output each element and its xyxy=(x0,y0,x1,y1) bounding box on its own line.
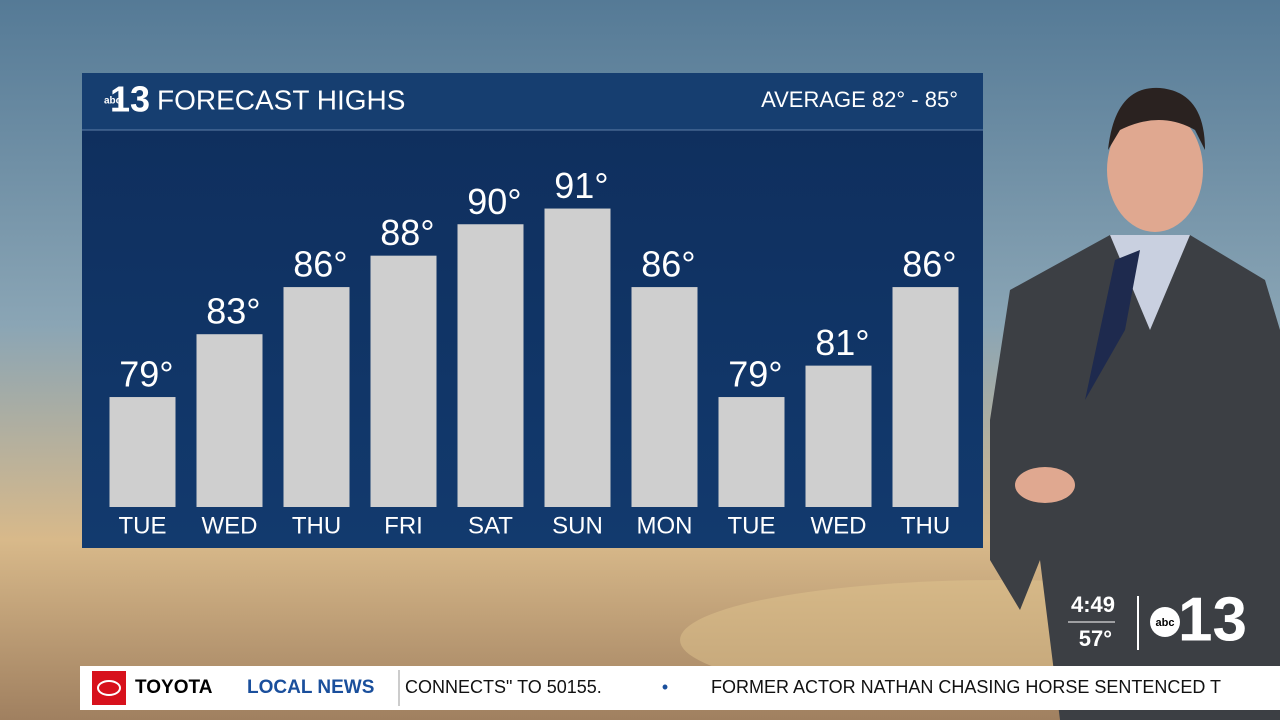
logo-channel: 13 xyxy=(110,79,150,120)
bar xyxy=(892,287,959,507)
bar xyxy=(544,208,611,507)
ticker-item: CONNECTS" TO 50155. xyxy=(405,677,602,697)
bar xyxy=(631,287,698,507)
value-label: 88° xyxy=(380,212,434,253)
value-label: 91° xyxy=(554,165,608,206)
bug-channel: 13 xyxy=(1178,585,1247,654)
logo-network: abc xyxy=(104,96,122,107)
chart-header xyxy=(82,73,983,130)
ticker-item: FORMER ACTOR NATHAN CHASING HORSE SENTEN… xyxy=(711,677,1221,697)
x-tick-label: WED xyxy=(202,512,258,539)
x-tick-label: MON xyxy=(637,512,693,539)
bar xyxy=(109,397,176,507)
value-label: 86° xyxy=(902,244,956,285)
presenter xyxy=(990,87,1280,720)
ticker-sponsor: TOYOTA xyxy=(135,677,213,698)
bar xyxy=(196,334,263,507)
chart-subtitle: AVERAGE 82° - 85° xyxy=(761,87,958,112)
bar xyxy=(805,365,872,507)
clock-time: 4:49 xyxy=(1071,592,1115,617)
bar xyxy=(283,287,350,507)
value-label: 79° xyxy=(728,354,782,395)
bar xyxy=(718,397,785,507)
bar xyxy=(370,255,437,507)
x-tick-label: WED xyxy=(811,512,867,539)
ticker-section: LOCAL NEWS xyxy=(247,677,374,698)
ticker-bar xyxy=(80,666,1280,710)
bars: 79° TUE 83° WED 86° THU 88° FRI 90° SAT 91° SUN 86° M… xyxy=(109,165,959,539)
chart-title: FORECAST HIGHS xyxy=(157,84,405,115)
value-label: 81° xyxy=(815,322,869,363)
value-label: 86° xyxy=(293,244,347,285)
x-tick-label: SUN xyxy=(552,512,603,539)
x-tick-label: SAT xyxy=(468,512,513,539)
clock-temperature: 57° xyxy=(1079,626,1112,651)
x-tick-label: TUE xyxy=(728,512,776,539)
x-tick-label: TUE xyxy=(119,512,167,539)
x-tick-label: FRI xyxy=(384,512,423,539)
bug-network: abc xyxy=(1156,617,1175,629)
bar xyxy=(457,224,524,507)
value-label: 83° xyxy=(206,291,260,332)
value-label: 86° xyxy=(641,244,695,285)
ticker-separator: • xyxy=(662,677,668,697)
bug-abc-circle xyxy=(1150,607,1180,637)
value-label: 90° xyxy=(467,181,521,222)
x-tick-label: THU xyxy=(292,512,341,539)
x-tick-label: THU xyxy=(901,512,950,539)
value-label: 79° xyxy=(119,354,173,395)
sponsor-emblem xyxy=(97,680,121,696)
